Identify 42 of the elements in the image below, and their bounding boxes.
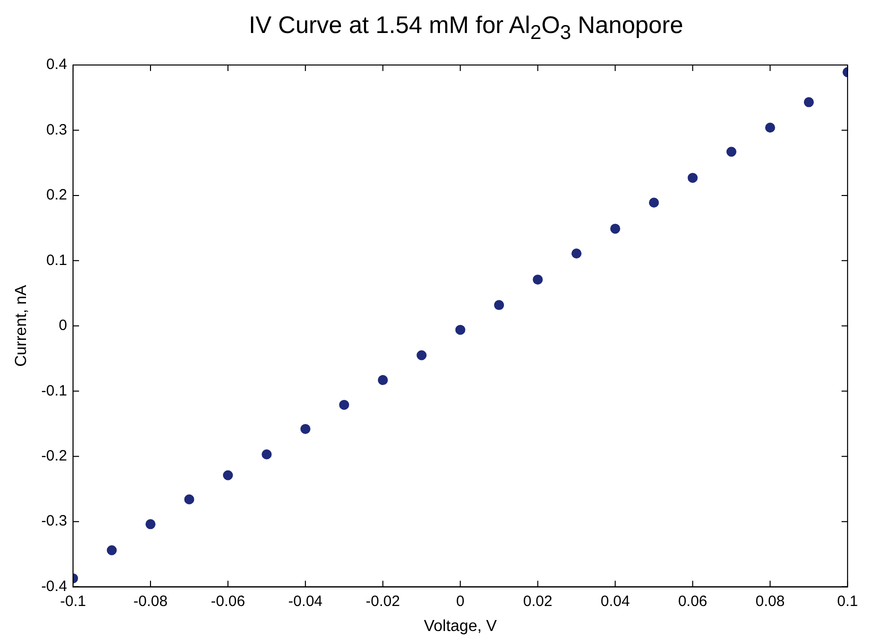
x-tick-label: 0.08 — [756, 592, 785, 610]
x-tick-label: -0.06 — [210, 592, 246, 610]
point — [571, 248, 582, 258]
point — [455, 324, 466, 335]
x-tick-label: 0.04 — [600, 592, 630, 610]
point — [300, 424, 310, 434]
point — [610, 224, 620, 234]
point — [726, 146, 736, 157]
point — [146, 519, 156, 530]
x-tick-label: -0.1 — [60, 592, 86, 610]
x-tick-label: -0.04 — [288, 592, 323, 610]
x-tick-label: 0.02 — [523, 592, 552, 610]
y-tick-label: 0.3 — [46, 121, 68, 138]
y-tick-label: -0.3 — [41, 512, 68, 530]
point — [765, 122, 776, 133]
x-tick-label: 0 — [456, 592, 464, 610]
x-tick-label: 0.06 — [678, 592, 708, 610]
x-axis-title: Voltage, V — [424, 618, 498, 635]
point — [184, 494, 194, 504]
y-axis-title: Current, nA — [13, 284, 30, 367]
y-tick-label: 0.2 — [46, 186, 68, 204]
y-tick-label: 0.1 — [46, 252, 68, 269]
point — [532, 274, 543, 285]
x-tick-label: -0.02 — [366, 592, 400, 610]
point — [494, 300, 504, 310]
point — [648, 198, 659, 208]
y-tick-label: -0.4 — [41, 578, 68, 595]
point — [339, 400, 350, 410]
point — [804, 97, 814, 108]
y-tick-label: -0.1 — [41, 382, 68, 400]
y-tick-label: 0.4 — [46, 56, 68, 74]
chart-title: IV Curve at 1.54 mM for Al$_{2}$O$_{3}$ Nanopore — [248, 11, 684, 46]
point — [262, 449, 272, 460]
x-tick-label: 0.1 — [837, 592, 858, 610]
point — [222, 470, 233, 480]
point — [106, 545, 117, 556]
point — [416, 350, 427, 360]
y-tick-label: 0 — [58, 317, 68, 334]
x-tick-label: -0.08 — [133, 592, 168, 610]
point — [688, 172, 698, 183]
point — [378, 375, 388, 386]
y-tick-label: -0.2 — [41, 447, 68, 464]
